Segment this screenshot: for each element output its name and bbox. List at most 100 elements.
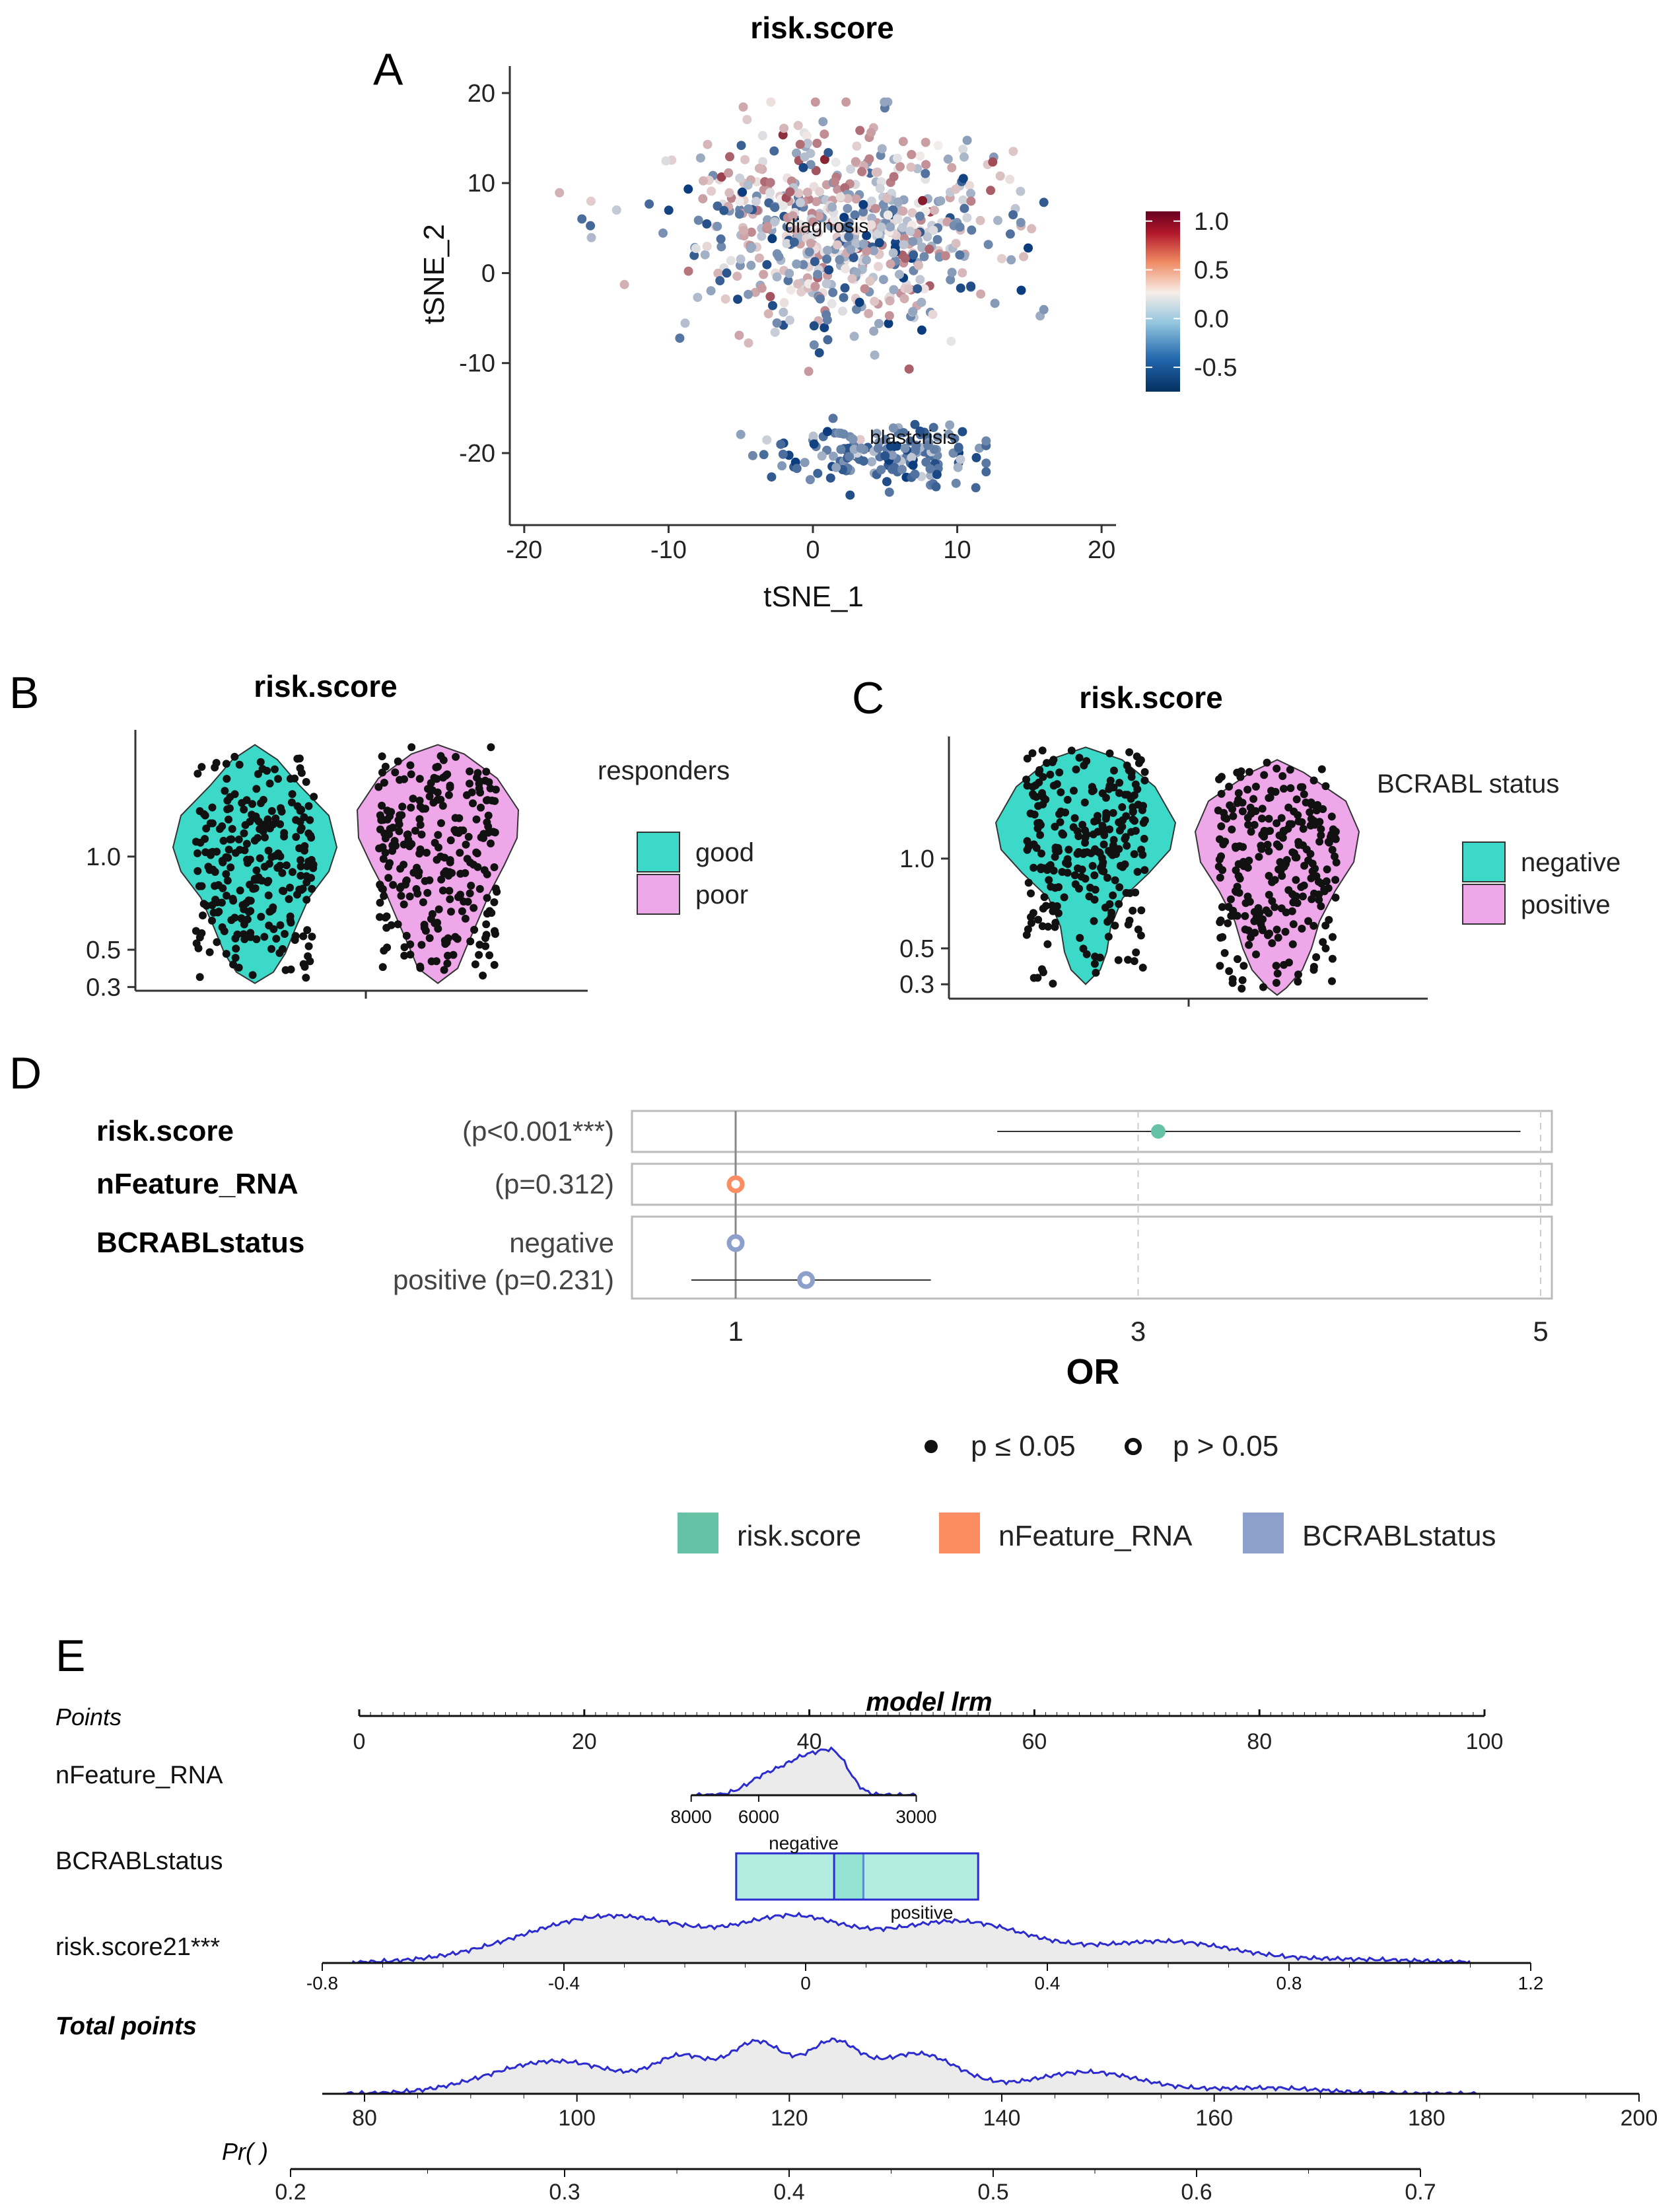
jitter-point — [1265, 890, 1273, 899]
tsne-point — [917, 242, 927, 252]
jitter-point — [199, 810, 208, 818]
tsne-point — [893, 197, 903, 207]
jitter-point — [1308, 895, 1316, 904]
jitter-point — [487, 909, 496, 917]
riskscore-density-fill — [352, 1913, 1470, 1963]
tsne-point — [877, 144, 887, 154]
jitter-point — [304, 942, 313, 950]
y-tick-label: 0 — [481, 260, 495, 287]
tsne-point — [899, 240, 909, 250]
jitter-point — [487, 839, 495, 847]
jitter-point — [485, 951, 494, 960]
jitter-point — [300, 962, 309, 971]
jitter-point — [400, 951, 409, 960]
jitter-point — [475, 950, 483, 959]
jitter-point — [1124, 956, 1133, 964]
jitter-point — [240, 935, 249, 943]
jitter-point — [205, 948, 214, 956]
tsne-point — [700, 250, 710, 260]
jitter-point — [1225, 783, 1234, 791]
jitter-point — [1023, 837, 1031, 845]
jitter-point — [1023, 754, 1031, 763]
jitter-point — [229, 896, 238, 905]
forest-estimate-point — [726, 1234, 745, 1252]
tsne-point — [928, 310, 938, 320]
jitter-point — [276, 921, 285, 929]
jitter-point — [258, 876, 266, 885]
jitter-point — [425, 792, 434, 801]
tsne-point — [702, 219, 712, 229]
jitter-point — [1115, 779, 1124, 787]
tsne-point — [848, 434, 858, 444]
jitter-point — [260, 933, 269, 941]
pr-tick-label: 0.3 — [549, 2180, 580, 2205]
tsne-point — [886, 259, 895, 269]
jitter-point — [1272, 979, 1280, 987]
jitter-point — [291, 932, 300, 941]
jitter-point — [382, 912, 391, 921]
jitter-point — [250, 836, 259, 845]
jitter-point — [451, 933, 460, 941]
jitter-point — [446, 836, 455, 845]
nfeature-density-fill — [691, 1748, 916, 1795]
legend-swatch-negative — [1462, 841, 1506, 882]
jitter-point — [1125, 748, 1134, 756]
jitter-point — [228, 825, 236, 833]
jitter-point — [223, 876, 232, 885]
jitter-point — [466, 779, 473, 788]
legend-nonsig-label: p > 0.05 — [1173, 1430, 1278, 1462]
tsne-point — [763, 309, 773, 319]
jitter-point — [219, 836, 228, 845]
tsne-point — [911, 441, 921, 450]
forest-x-tick-label: 1 — [728, 1316, 743, 1347]
tsne-point — [981, 436, 991, 446]
jitter-point — [384, 874, 393, 882]
jitter-point — [1134, 925, 1142, 934]
tsne-point — [864, 308, 874, 318]
jitter-point — [376, 913, 384, 921]
tsne-point — [689, 250, 699, 260]
tsne-point — [893, 215, 903, 224]
tsne-point — [958, 268, 967, 278]
jitter-point — [1217, 789, 1226, 798]
tsne-point — [792, 148, 801, 158]
jitter-point — [1073, 849, 1082, 858]
jitter-point — [193, 849, 201, 857]
jitter-point — [1280, 785, 1288, 793]
tsne-point — [857, 166, 867, 176]
jitter-point — [1082, 830, 1091, 839]
jitter-point — [257, 799, 265, 807]
pr-tick-label: 0.6 — [1181, 2180, 1212, 2205]
tsne-point — [931, 482, 941, 491]
jitter-point — [218, 822, 227, 830]
jitter-point — [1321, 944, 1330, 952]
nfeature-tick-label: 3000 — [895, 1806, 936, 1827]
tsne-point — [757, 283, 767, 293]
jitter-point — [1265, 909, 1273, 917]
tsne-point — [829, 451, 838, 461]
tsne-point — [698, 194, 708, 203]
tsne-point — [724, 168, 734, 178]
tsne-point — [1005, 229, 1015, 239]
forest-variable-label: BCRABLstatus — [96, 1227, 304, 1259]
tsne-point — [733, 295, 743, 304]
jitter-point — [435, 905, 443, 913]
jitter-point — [1294, 811, 1302, 820]
y-tick-label: 1.0 — [86, 843, 121, 871]
jitter-point — [1140, 866, 1149, 874]
tsne-point — [823, 335, 833, 345]
jitter-point — [1090, 871, 1099, 880]
colorbar-tick-label: 0.5 — [1194, 257, 1229, 285]
forest-legend: p ≤ 0.05 p > 0.05 risk.score nFeature_RNA BC… — [678, 1430, 1496, 1553]
forest-row-box — [631, 1162, 1553, 1206]
jitter-point — [208, 916, 216, 925]
tsne-point — [833, 184, 843, 194]
jitter-point — [1079, 945, 1088, 953]
jitter-point — [1284, 803, 1293, 812]
jitter-point — [1264, 931, 1272, 939]
tsne-point — [1019, 252, 1029, 262]
jitter-point — [221, 787, 229, 795]
tsne-point — [664, 205, 674, 215]
jitter-point — [1035, 818, 1043, 827]
tsne-point — [855, 297, 864, 307]
